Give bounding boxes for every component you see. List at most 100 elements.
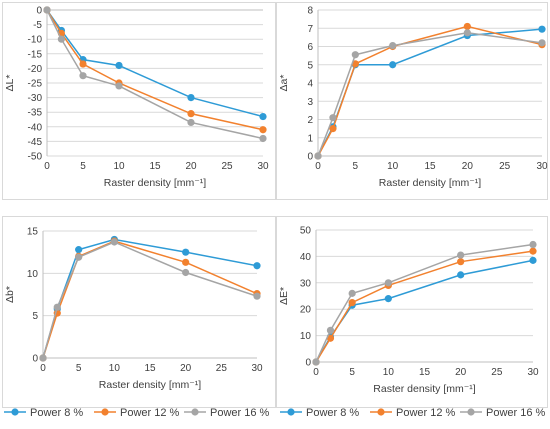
x-tick-label: 5 — [76, 363, 82, 374]
x-tick-label: 30 — [527, 367, 539, 378]
y-tick-label: 7 — [307, 24, 313, 35]
y-tick-label: 10 — [27, 269, 39, 280]
x-tick-label: 5 — [353, 161, 359, 172]
legend-item: Power 16 % — [184, 407, 270, 419]
data-point — [389, 41, 397, 50]
series-line — [42, 241, 258, 359]
x-tick-label: 0 — [40, 363, 46, 374]
data-point — [187, 94, 195, 102]
series-3 — [39, 238, 261, 362]
data-point — [384, 295, 392, 303]
y-tick-label: 10 — [300, 331, 312, 342]
y-tick-label: 0 — [36, 6, 42, 17]
series-line — [46, 9, 264, 118]
series-line — [315, 243, 534, 363]
legend-item: Power 8 % — [4, 407, 83, 419]
legend-item: Power 12 % — [94, 407, 180, 419]
legend-swatch-marker — [467, 408, 475, 416]
series-3 — [312, 240, 537, 366]
series-line — [317, 25, 543, 157]
data-point — [348, 299, 356, 307]
x-tick-label: 25 — [499, 161, 511, 172]
y-tick-label: 15 — [27, 227, 39, 238]
legend-swatch-marker — [11, 408, 19, 416]
x-axis-title: Raster density [mm⁻¹] — [373, 383, 475, 395]
x-tick-label: 0 — [44, 161, 50, 172]
legend-1: Power 8 % Power 12 % Power 16 % — [4, 407, 270, 419]
legend-label: Power 12 % — [120, 407, 180, 419]
data-point — [351, 51, 359, 59]
data-point — [529, 247, 537, 255]
x-tick-label: 20 — [180, 363, 192, 374]
y-tick-label: 20 — [300, 305, 312, 316]
y-tick-label: -15 — [28, 49, 43, 60]
data-point — [457, 271, 465, 279]
y-tick-label: 5 — [307, 60, 313, 71]
chart-panel-2: 0 1 2 3 4 5 6 7 8 0 5 10 15 20 25 30 Raster density [mm⁻… — [276, 2, 548, 200]
y-tick-label: 8 — [307, 6, 313, 17]
data-point — [187, 110, 195, 118]
series-3 — [43, 6, 267, 143]
data-point — [329, 114, 337, 122]
x-tick-label: 15 — [424, 161, 436, 172]
legend-item: Power 8 % — [280, 407, 359, 419]
x-tick-label: 0 — [313, 367, 319, 378]
x-tick-label: 20 — [455, 367, 467, 378]
chart-frame — [2, 2, 276, 200]
x-tick-label: 5 — [80, 161, 86, 172]
legend-item: Power 16 % — [460, 407, 546, 419]
x-tick-label: 15 — [144, 363, 156, 374]
data-point — [110, 238, 118, 246]
data-point — [182, 268, 190, 277]
chart-panel-4: 0 10 20 30 40 50 0 5 10 15 20 25 30 Raster density [m… — [276, 216, 548, 408]
x-axis-title: Raster density [mm⁻¹] — [379, 177, 481, 189]
legend-2: Power 8 % Power 12 % Power 16 % — [280, 407, 546, 419]
x-tick-label: 10 — [387, 161, 399, 172]
y-tick-label: 0 — [32, 354, 38, 365]
data-point — [529, 256, 537, 264]
data-point — [457, 251, 465, 259]
data-point — [253, 292, 261, 300]
data-point — [389, 61, 397, 69]
chart-frame — [276, 216, 548, 408]
data-point — [326, 326, 335, 334]
y-tick-label: -25 — [28, 79, 43, 90]
y-tick-label: 2 — [307, 115, 313, 126]
data-point — [314, 152, 322, 160]
x-tick-label: 10 — [113, 161, 125, 172]
y-tick-label: 40 — [300, 252, 312, 263]
data-point — [348, 289, 356, 297]
data-point — [259, 134, 267, 143]
x-axis-title: Raster density [mm⁻¹] — [104, 177, 206, 189]
data-point — [115, 82, 123, 90]
legend-swatch-marker — [191, 408, 199, 416]
data-point — [43, 6, 51, 14]
data-point — [253, 262, 261, 270]
x-tick-label: 25 — [216, 363, 228, 374]
y-axis-title: Δb* — [4, 286, 16, 303]
data-point — [79, 60, 87, 68]
data-point — [457, 258, 465, 266]
data-point — [259, 126, 267, 134]
legend-label: Power 12 % — [396, 407, 456, 419]
data-point — [57, 35, 65, 43]
x-tick-label: 20 — [462, 161, 474, 172]
x-tick-label: 10 — [109, 363, 121, 374]
series-line — [315, 250, 534, 363]
legend-label: Power 16 % — [486, 407, 546, 419]
x-tick-label: 30 — [536, 161, 548, 172]
x-tick-label: 15 — [419, 367, 431, 378]
data-point — [75, 246, 83, 254]
y-tick-label: -10 — [28, 35, 43, 46]
data-point — [329, 125, 337, 133]
x-tick-label: 10 — [383, 367, 395, 378]
data-point — [463, 22, 471, 31]
y-axis-title: ΔL* — [4, 75, 16, 92]
data-point — [463, 29, 471, 37]
legend-label: Power 8 % — [30, 407, 83, 419]
y-tick-label: 5 — [32, 311, 38, 322]
y-tick-label: -20 — [28, 64, 43, 75]
x-tick-label: 0 — [315, 161, 321, 172]
